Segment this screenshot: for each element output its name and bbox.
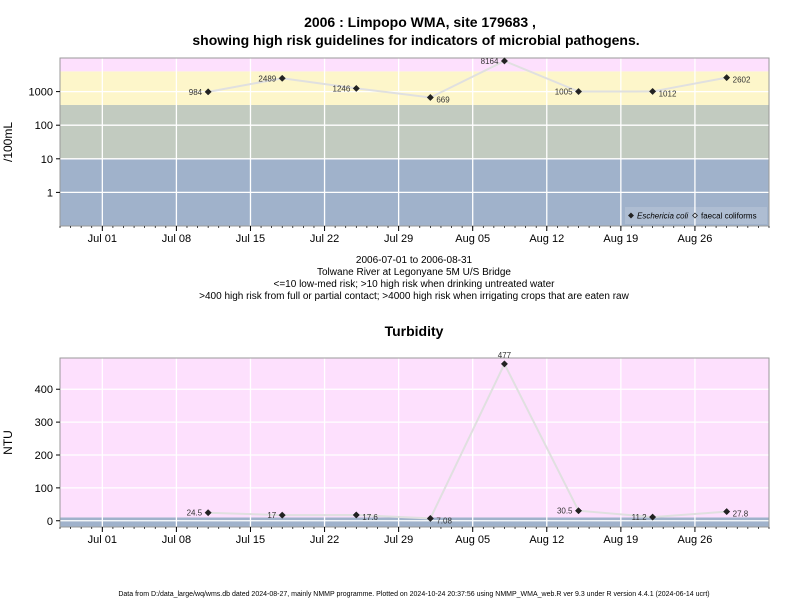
legend-marker-0	[628, 212, 634, 219]
data-label-0-1: 17	[267, 511, 276, 520]
x-tick-label-6: Aug 12	[529, 534, 564, 546]
series-line-0	[207, 59, 727, 99]
y-tick-label-3: 1000	[29, 87, 53, 99]
y-tick-label-0: 0	[47, 516, 53, 528]
legend-box	[625, 207, 767, 224]
data-point-0-3	[426, 93, 434, 102]
data-point-0-7	[723, 74, 731, 82]
data-label-0-3: 7.08	[436, 516, 452, 525]
data-point-0-7	[723, 508, 731, 516]
turbidity-title: Turbidity	[385, 323, 444, 339]
legend-marker-1	[692, 212, 698, 219]
x-tick-label-5: Aug 05	[455, 233, 490, 245]
risk-band-3	[60, 58, 769, 72]
x-tick-label-4: Jul 29	[384, 534, 413, 546]
data-point-0-6	[649, 87, 657, 95]
main-title-line2: showing high risk guidelines for indicat…	[192, 32, 639, 48]
x-tick-label-7: Aug 19	[603, 534, 638, 546]
legend-label-0: Eschericia coli	[637, 212, 688, 221]
turbidity-chart: 0 100 200 300 400 Jul 01 Jul 08 Jul 15 Jul 22 Jul…	[1, 351, 770, 546]
data-label-0-5: 30.5	[557, 507, 573, 516]
y-axis-label: /100mL	[1, 122, 15, 162]
x-tick-label-1: Jul 08	[162, 534, 191, 546]
data-label-0-4: 477	[498, 351, 512, 360]
data-label-0-6: 11.2	[632, 513, 648, 522]
plot-border	[59, 57, 770, 227]
data-point-0-0	[204, 88, 212, 96]
x-tick-label-6: Aug 12	[529, 233, 564, 245]
data-point-0-5	[574, 87, 583, 96]
data-label-0-2: 1246	[333, 84, 351, 93]
main-title-line1: 2006 : Limpopo WMA, site 179683 ,	[304, 14, 536, 30]
caption-drinking-guideline: <=10 low-med risk; >10 high risk when dr…	[274, 279, 556, 290]
data-label-0-4: 8164	[481, 57, 499, 66]
risk-band-0	[60, 517, 769, 527]
y-tick-label-4: 400	[35, 384, 53, 396]
data-point-0-2	[352, 511, 360, 519]
x-tick-label-3: Jul 22	[310, 233, 339, 245]
plot-border	[59, 357, 770, 528]
y-tick-label-1: 10	[41, 154, 53, 166]
data-point-0-1	[278, 74, 286, 82]
legend-label-1: faecal coliforms	[701, 212, 757, 221]
x-tick-label-2: Jul 15	[236, 233, 265, 245]
data-point-0-6	[649, 513, 657, 521]
data-label-0-5: 1005	[555, 88, 573, 97]
x-tick-label-8: Aug 26	[677, 233, 712, 245]
x-tick-label-5: Aug 05	[455, 534, 490, 546]
caption-date-range: 2006-07-01 to 2006-08-31	[356, 255, 473, 266]
x-tick-label-0: Jul 01	[88, 534, 117, 546]
data-point-0-5	[574, 507, 583, 515]
data-label-0-7: 2602	[733, 76, 751, 85]
data-label-0-0: 24.5	[187, 509, 203, 518]
y-tick-label-2: 100	[35, 120, 53, 132]
risk-band-1	[60, 358, 769, 518]
series-line-0	[208, 361, 727, 520]
x-tick-label-0: Jul 01	[88, 233, 117, 245]
data-point-0-4	[500, 57, 509, 65]
data-label-0-2: 17.6	[362, 513, 378, 522]
footer-note: Data from D:/data_large/wq/wms.db dated …	[118, 591, 709, 598]
caption-contact-guideline: >400 high risk from full or partial cont…	[199, 291, 629, 302]
x-tick-label-4: Jul 29	[384, 233, 413, 245]
data-point-0-1	[278, 511, 286, 519]
y-tick-label-1: 100	[35, 483, 53, 495]
data-label-0-7: 27.8	[733, 510, 749, 519]
x-tick-label-3: Jul 22	[310, 534, 339, 546]
y-tick-label-2: 200	[35, 450, 53, 462]
data-label-0-0: 984	[189, 88, 203, 97]
y-axis-label: NTU	[1, 430, 15, 455]
data-point-0-0	[204, 509, 212, 517]
caption-site-name: Tolwane River at Legonyane 5M U/S Bridge	[317, 267, 511, 278]
data-point-0-2	[352, 84, 360, 92]
x-tick-label-7: Aug 19	[603, 233, 638, 245]
x-tick-label-1: Jul 08	[162, 233, 191, 245]
data-point-0-3	[426, 514, 434, 522]
data-label-0-3: 669	[436, 95, 450, 104]
data-label-0-6: 1012	[659, 89, 677, 98]
microbial-chart: 1 10 100 1000 Jul 01 Jul 08 Jul 15 Jul 22 Jul 29…	[1, 57, 770, 245]
x-tick-label-8: Aug 26	[677, 534, 712, 546]
data-label-0-1: 2489	[258, 74, 276, 83]
risk-band-2	[60, 71, 769, 105]
risk-band-1	[60, 104, 769, 159]
data-point-0-4	[500, 360, 509, 368]
x-tick-label-2: Jul 15	[236, 534, 265, 546]
y-tick-label-3: 300	[35, 417, 53, 429]
y-tick-label-0: 1	[47, 187, 53, 199]
legend: Eschericia coli faecal coliforms	[625, 207, 767, 224]
